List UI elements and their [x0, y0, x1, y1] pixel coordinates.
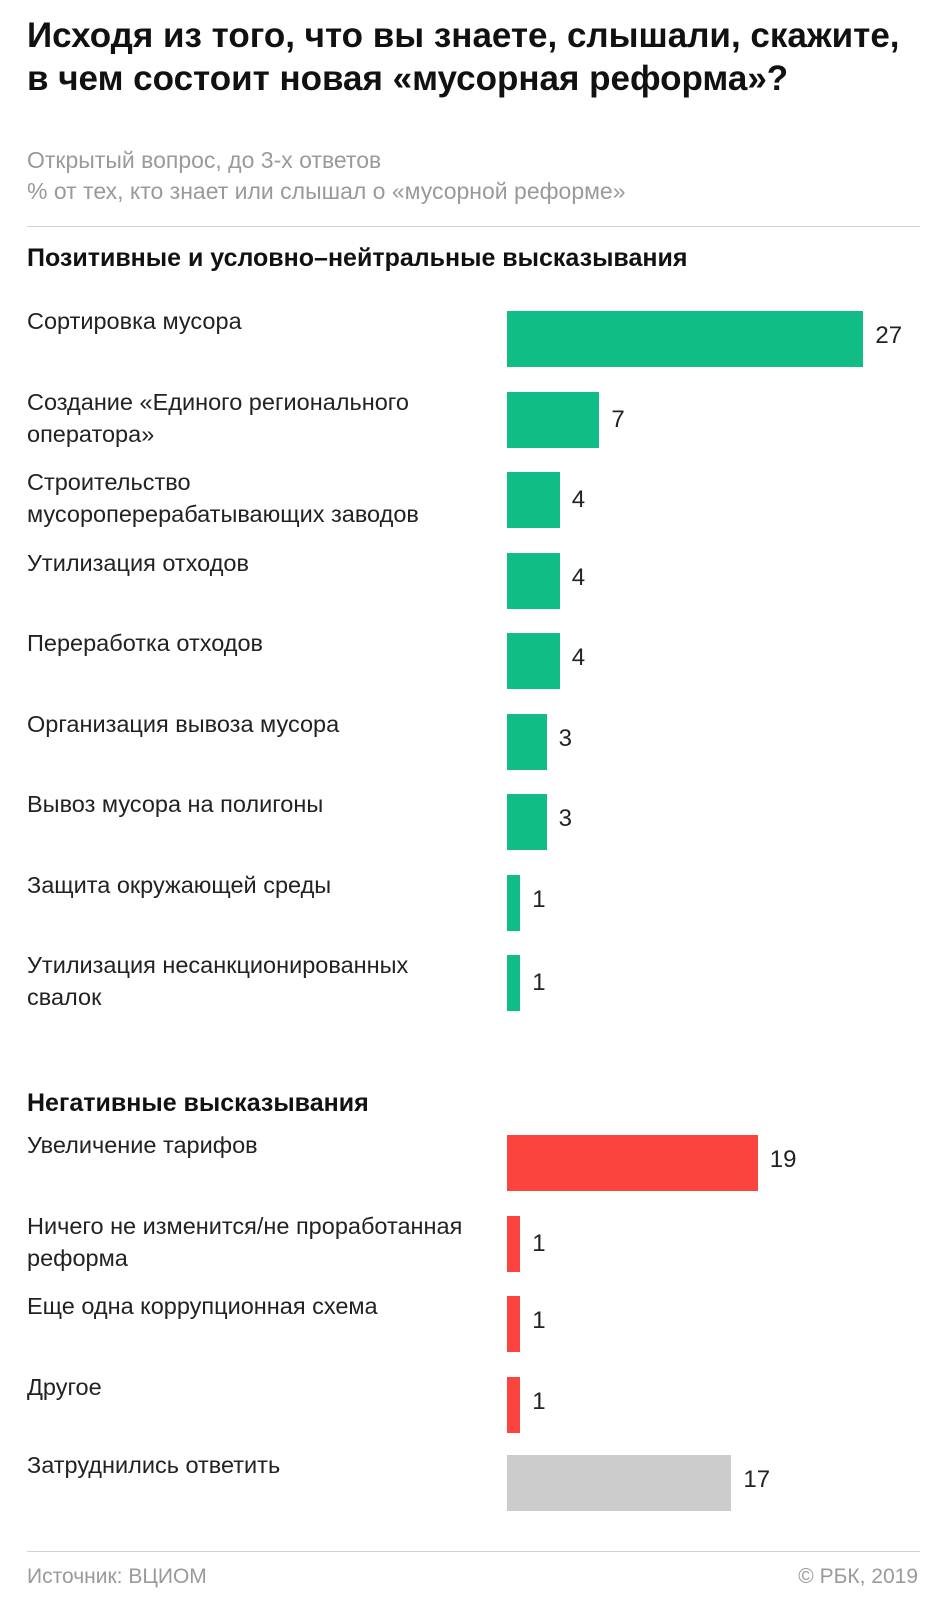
- value-label: 1: [532, 1387, 546, 1415]
- value-label: 1: [532, 1229, 546, 1257]
- category-label: Организация вывоза мусора: [27, 710, 340, 737]
- category-label: Еще одна коррупционная схема: [27, 1293, 378, 1319]
- category-label: Вывоз мусора на полигоны: [27, 791, 324, 817]
- value-label: 4: [571, 644, 586, 671]
- category-label: Строительство мусороперерабатывающих зав…: [27, 469, 419, 527]
- bar: [507, 311, 864, 367]
- footer-copyright: © РБК, 2019: [798, 1565, 918, 1588]
- bar: [507, 472, 560, 528]
- value-label: 27: [875, 322, 903, 349]
- bar: [507, 1455, 732, 1511]
- value-label: 3: [558, 805, 572, 832]
- bottom-divider: [27, 1551, 920, 1552]
- category-label: Утилизация несанкционированных свалок: [27, 952, 409, 1010]
- value-label: 4: [571, 486, 586, 513]
- bar: [507, 1296, 521, 1352]
- bar: [507, 552, 560, 609]
- category-label: Увеличение тарифов: [27, 1132, 258, 1158]
- top-divider: [27, 226, 920, 227]
- value-label: 17: [743, 1466, 771, 1493]
- bar: [507, 794, 547, 850]
- chart-subtitle-question-type: Открытый вопрос, до 3-х ответов: [27, 147, 382, 173]
- value-label: 7: [611, 405, 625, 433]
- chart-title: Исходя из того, что вы знаете, слышали, …: [27, 16, 900, 98]
- value-label: 1: [532, 969, 546, 996]
- bar: [507, 713, 547, 770]
- footer-source: Источник: ВЦИОМ: [27, 1565, 207, 1588]
- value-label: 1: [532, 885, 546, 913]
- category-label: Ничего не изменится/не проработанная реф…: [27, 1212, 463, 1271]
- category-label: Другое: [27, 1373, 102, 1400]
- bar: [507, 874, 521, 931]
- category-label: Создание «Единого регионального оператор…: [27, 388, 409, 447]
- category-label: Защита окружающей среды: [27, 871, 332, 898]
- category-label: Переработка отходов: [27, 630, 264, 656]
- section-heading: Негативные высказывания: [27, 1089, 369, 1117]
- value-label: 3: [558, 724, 572, 752]
- bar: [507, 391, 600, 448]
- bar: [507, 1135, 758, 1191]
- category-label: Утилизация отходов: [27, 549, 249, 576]
- section-heading: Позитивные и условно–нейтральные высказы…: [27, 244, 688, 272]
- category-label: Затруднились ответить: [27, 1452, 281, 1478]
- chart-subtitle-base: % от тех, кто знает или слышал о «мусорн…: [27, 178, 626, 204]
- value-label: 19: [769, 1146, 797, 1173]
- bar: [507, 1376, 521, 1433]
- bar: [507, 1215, 521, 1272]
- value-label: 1: [532, 1307, 546, 1334]
- bar: [507, 633, 560, 689]
- bar: [507, 955, 521, 1011]
- value-label: 4: [571, 563, 586, 591]
- category-label: Сортировка мусора: [27, 308, 242, 334]
